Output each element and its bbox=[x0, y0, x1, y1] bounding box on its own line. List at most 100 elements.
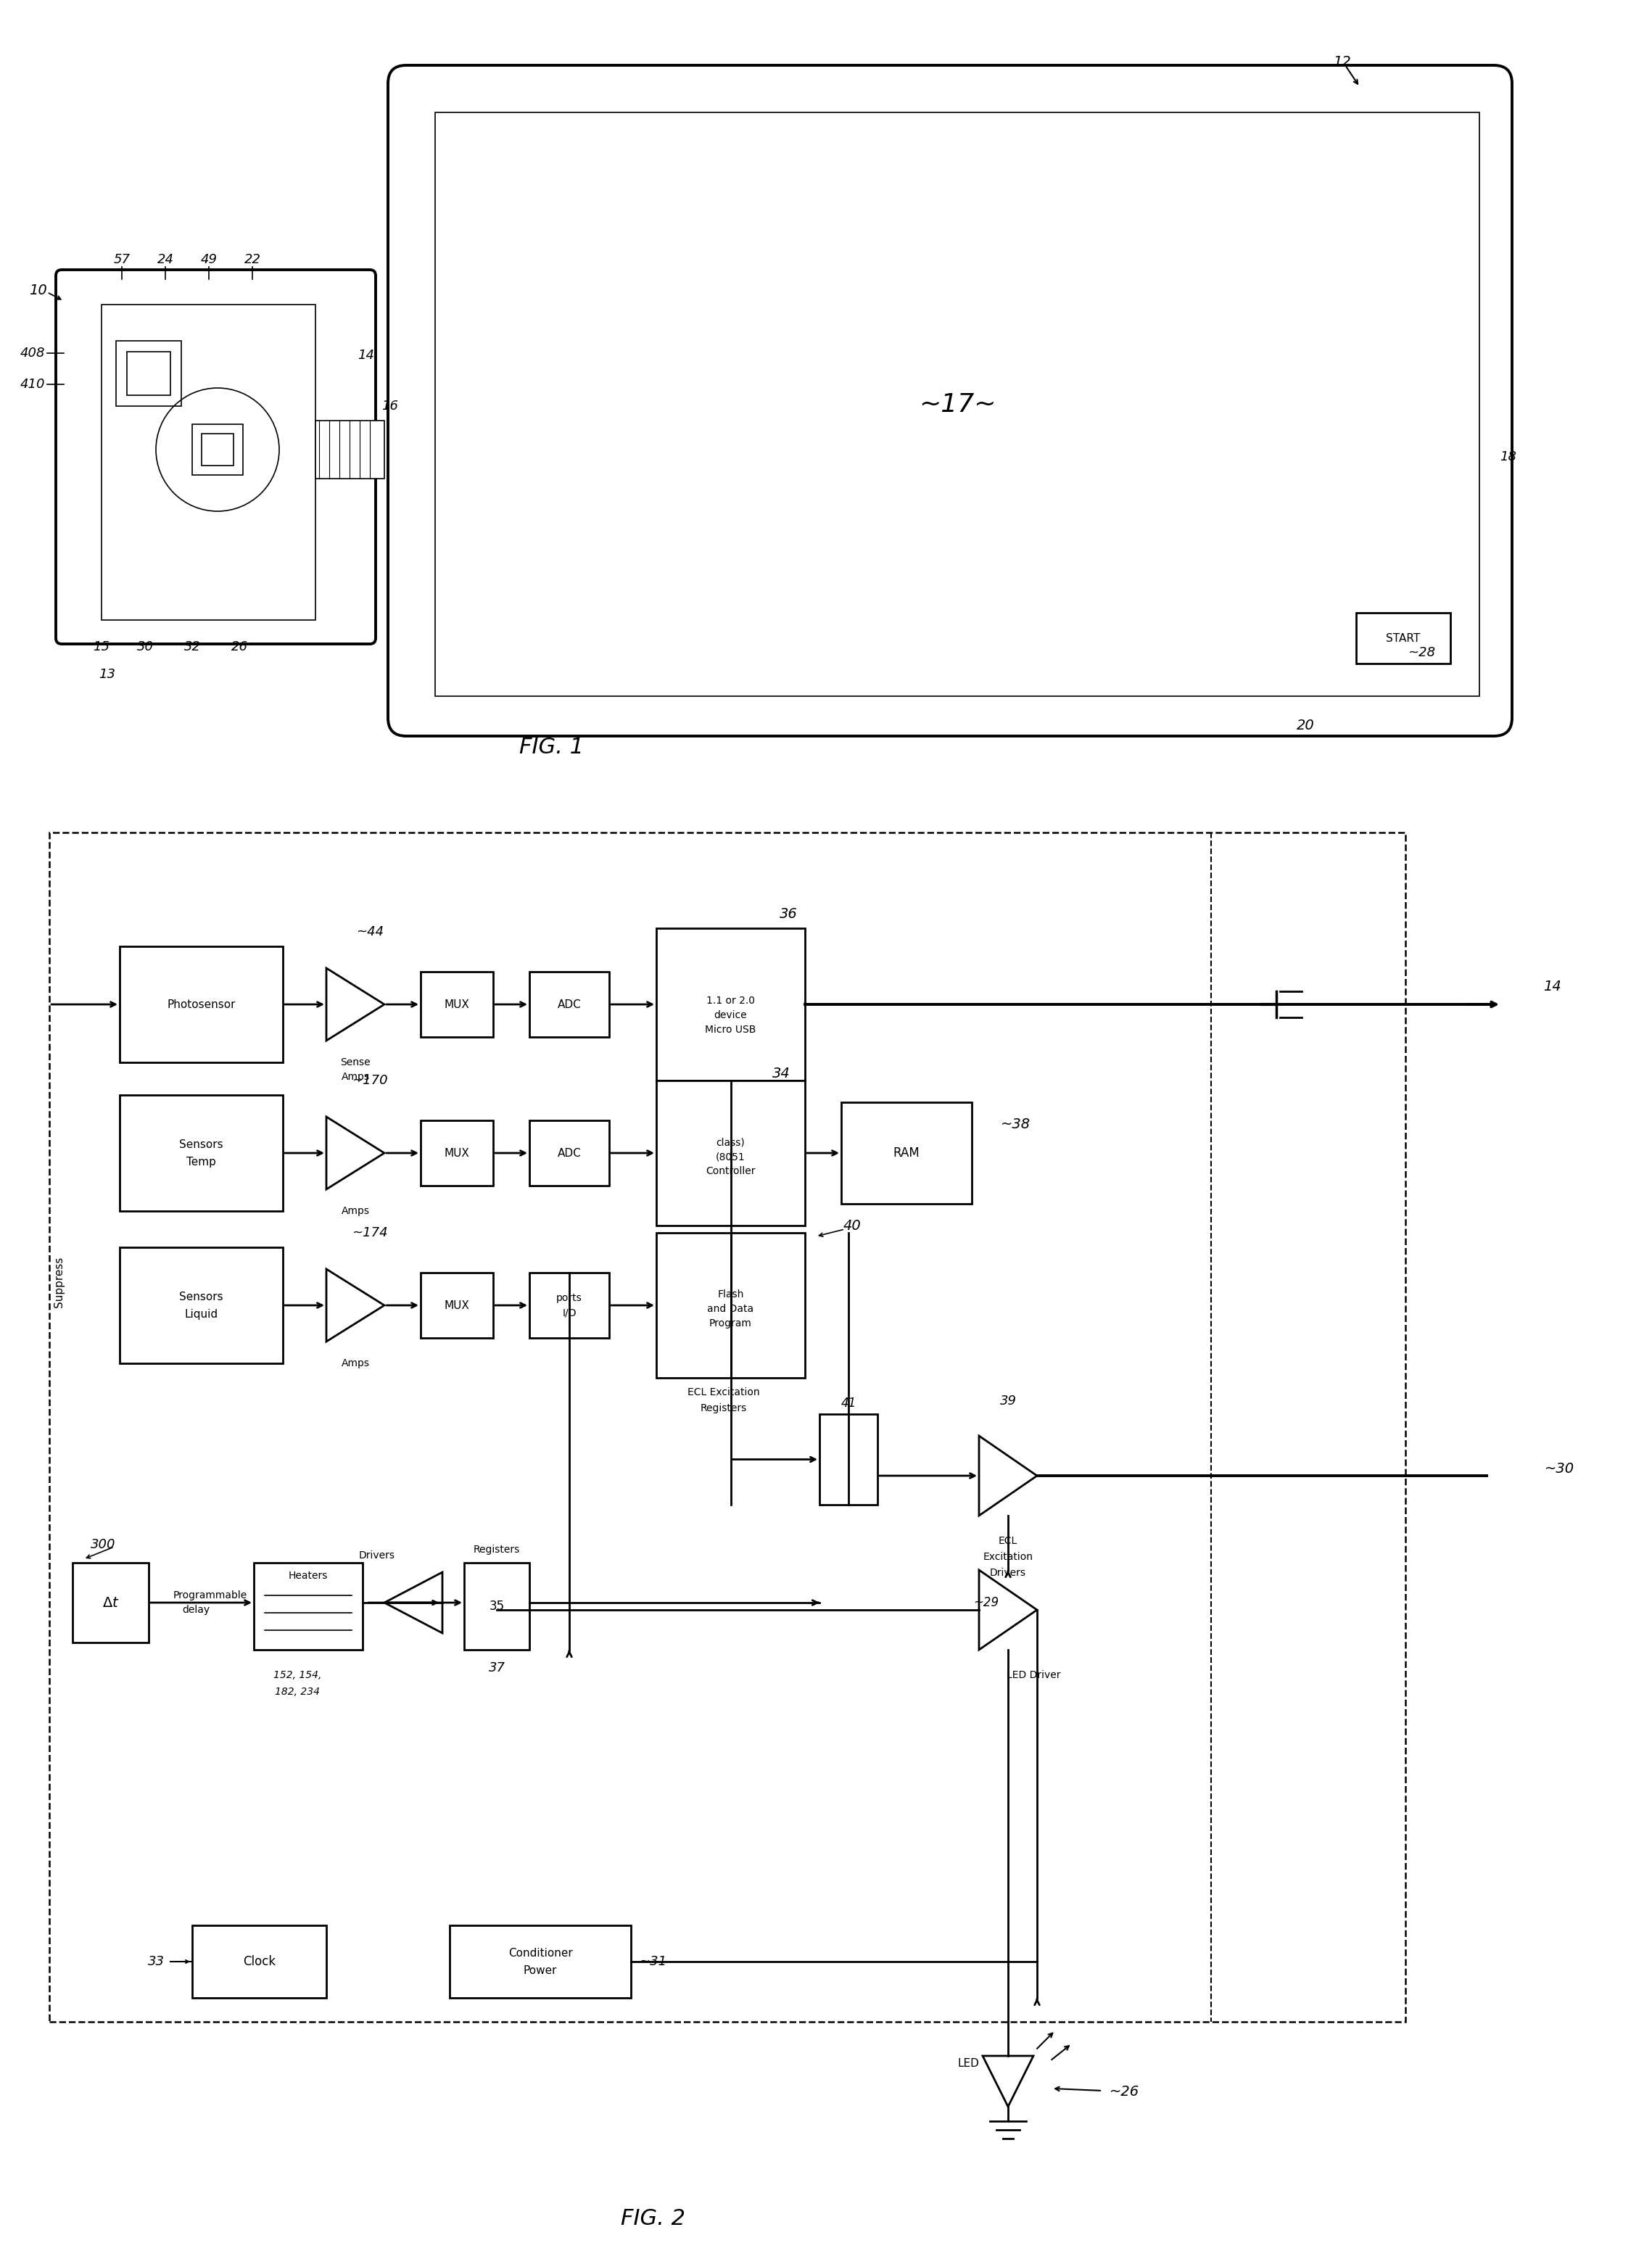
Text: 57: 57 bbox=[114, 254, 131, 267]
Text: ~26: ~26 bbox=[1108, 2085, 1138, 2099]
Text: Excitation: Excitation bbox=[983, 1551, 1032, 1562]
Bar bbox=[316, 421, 385, 478]
Text: Power: Power bbox=[524, 1965, 557, 1976]
Text: Programmable: Programmable bbox=[173, 1589, 248, 1601]
Text: 24: 24 bbox=[157, 254, 173, 267]
Text: Registers: Registers bbox=[474, 1544, 520, 1555]
Text: 10: 10 bbox=[28, 283, 46, 297]
Text: 1.1 or 2.0: 1.1 or 2.0 bbox=[707, 996, 755, 1005]
Bar bbox=[449, 1924, 631, 1997]
Text: Controller: Controller bbox=[705, 1166, 755, 1177]
Text: 12: 12 bbox=[1333, 54, 1351, 68]
Text: 18: 18 bbox=[1500, 451, 1517, 464]
Text: 32: 32 bbox=[183, 641, 200, 654]
Bar bbox=[421, 1121, 494, 1186]
Text: ~29: ~29 bbox=[973, 1596, 999, 1610]
Text: ECL: ECL bbox=[998, 1535, 1018, 1546]
Bar bbox=[529, 971, 610, 1037]
Text: 15: 15 bbox=[93, 641, 111, 654]
Text: Amps: Amps bbox=[342, 1358, 370, 1367]
Bar bbox=[819, 1415, 877, 1506]
Text: Program: Program bbox=[709, 1318, 752, 1329]
Text: $\Delta t$: $\Delta t$ bbox=[102, 1596, 119, 1610]
Text: Temp: Temp bbox=[187, 1157, 216, 1168]
Bar bbox=[119, 1247, 282, 1363]
Text: and Data: and Data bbox=[707, 1304, 753, 1313]
Bar bbox=[421, 971, 494, 1037]
Text: ADC: ADC bbox=[557, 1148, 582, 1159]
Text: 26: 26 bbox=[231, 641, 248, 654]
Text: MUX: MUX bbox=[444, 1300, 469, 1311]
Text: Photosensor: Photosensor bbox=[167, 998, 236, 1010]
Text: class): class) bbox=[717, 1137, 745, 1148]
Text: I/O: I/O bbox=[562, 1309, 577, 1318]
Text: 152, 154,: 152, 154, bbox=[273, 1671, 322, 1680]
Bar bbox=[101, 306, 316, 620]
Bar bbox=[1356, 614, 1450, 663]
Text: FIG. 1: FIG. 1 bbox=[519, 736, 583, 758]
Bar bbox=[656, 1234, 805, 1379]
Text: Liquid: Liquid bbox=[185, 1309, 218, 1320]
Text: delay: delay bbox=[182, 1605, 210, 1614]
Text: Sensors: Sensors bbox=[180, 1139, 223, 1150]
Bar bbox=[50, 833, 1406, 2022]
Text: ADC: ADC bbox=[557, 998, 582, 1010]
Bar bbox=[529, 1121, 610, 1186]
Text: Drivers: Drivers bbox=[358, 1551, 395, 1560]
Text: 14: 14 bbox=[358, 349, 375, 362]
Text: device: device bbox=[714, 1010, 747, 1021]
Bar bbox=[73, 1562, 149, 1641]
Bar bbox=[254, 1562, 362, 1650]
Bar bbox=[202, 435, 233, 466]
Text: (8051: (8051 bbox=[715, 1152, 745, 1161]
Text: Clock: Clock bbox=[243, 1956, 276, 1967]
Bar bbox=[192, 1924, 327, 1997]
Bar bbox=[529, 1272, 610, 1338]
Text: RAM: RAM bbox=[894, 1146, 920, 1159]
Text: 49: 49 bbox=[200, 254, 216, 267]
Text: 13: 13 bbox=[99, 668, 116, 681]
Text: ~28: ~28 bbox=[1408, 645, 1436, 659]
Text: ~31: ~31 bbox=[639, 1956, 666, 1967]
Text: 39: 39 bbox=[999, 1395, 1016, 1408]
Text: Drivers: Drivers bbox=[990, 1569, 1026, 1578]
Text: Amps: Amps bbox=[342, 1207, 370, 1216]
Text: 20: 20 bbox=[1297, 718, 1315, 731]
Text: ~44: ~44 bbox=[357, 926, 383, 937]
FancyBboxPatch shape bbox=[56, 269, 375, 643]
Text: 300: 300 bbox=[91, 1537, 116, 1551]
Text: Conditioner: Conditioner bbox=[509, 1947, 573, 1958]
Text: ~30: ~30 bbox=[1545, 1463, 1574, 1476]
Text: Flash: Flash bbox=[717, 1290, 743, 1300]
Text: 410: 410 bbox=[20, 378, 45, 392]
Text: ~170: ~170 bbox=[352, 1073, 388, 1087]
Text: 34: 34 bbox=[773, 1066, 790, 1080]
Text: Amps: Amps bbox=[342, 1071, 370, 1082]
Text: Sense: Sense bbox=[340, 1057, 370, 1066]
Text: 408: 408 bbox=[20, 346, 45, 360]
Bar bbox=[656, 1080, 805, 1225]
Text: FIG. 2: FIG. 2 bbox=[621, 2207, 686, 2230]
Text: 41: 41 bbox=[841, 1397, 856, 1410]
Text: ~174: ~174 bbox=[352, 1227, 388, 1238]
Bar bbox=[464, 1562, 529, 1650]
Text: LED: LED bbox=[957, 2058, 980, 2069]
Text: ~38: ~38 bbox=[1001, 1116, 1031, 1132]
Bar bbox=[434, 113, 1480, 695]
Text: ECL Excitation: ECL Excitation bbox=[687, 1388, 760, 1397]
Text: Registers: Registers bbox=[700, 1404, 747, 1413]
Text: 30: 30 bbox=[137, 641, 154, 654]
Bar bbox=[841, 1103, 971, 1204]
Bar bbox=[192, 423, 243, 475]
Text: 22: 22 bbox=[244, 254, 261, 267]
Text: 36: 36 bbox=[780, 908, 798, 921]
Text: Sensors: Sensors bbox=[180, 1290, 223, 1302]
Bar bbox=[656, 928, 805, 1080]
Bar bbox=[127, 351, 170, 396]
Text: Heaters: Heaters bbox=[289, 1571, 329, 1580]
Text: 182, 234: 182, 234 bbox=[274, 1687, 320, 1698]
Text: Suppress: Suppress bbox=[55, 1257, 64, 1309]
Text: 16: 16 bbox=[382, 398, 398, 412]
Text: ~17~: ~17~ bbox=[919, 392, 996, 417]
Bar bbox=[116, 342, 182, 405]
